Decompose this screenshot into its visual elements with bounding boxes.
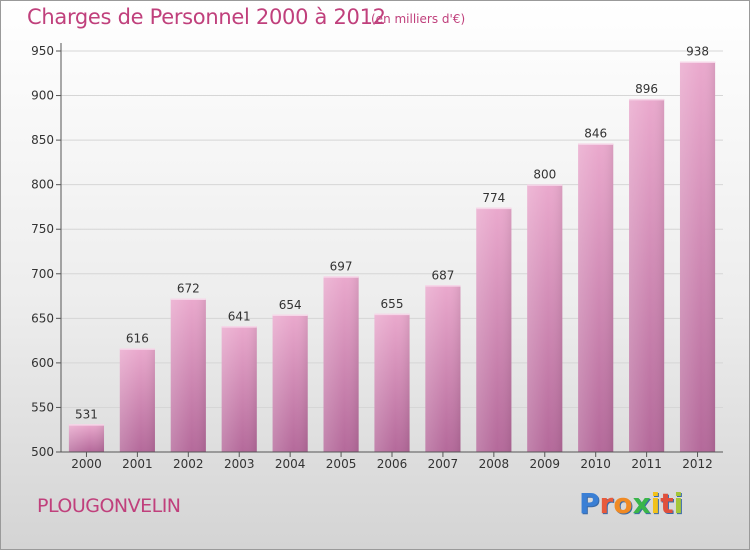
bar-shade bbox=[221, 326, 257, 452]
x-tick-label: 2010 bbox=[580, 457, 611, 471]
y-tick-label: 850 bbox=[31, 133, 54, 147]
x-tick-label: 2008 bbox=[479, 457, 510, 471]
y-tick-label: 600 bbox=[31, 356, 54, 370]
bar-shade bbox=[527, 184, 563, 452]
x-tick-label: 2012 bbox=[682, 457, 713, 471]
y-tick-label: 550 bbox=[31, 400, 54, 414]
bar-shade bbox=[374, 313, 410, 452]
y-tick-label: 950 bbox=[31, 44, 54, 58]
x-tick-label: 2003 bbox=[224, 457, 255, 471]
bar-shade bbox=[629, 99, 665, 453]
bar-shade bbox=[68, 424, 105, 452]
bar-value-label: 846 bbox=[584, 127, 607, 141]
x-tick-label: 2011 bbox=[631, 457, 662, 471]
bar-shade bbox=[578, 143, 614, 453]
bar-value-label: 896 bbox=[635, 82, 658, 96]
logo-letter: i bbox=[673, 487, 684, 520]
bar-value-label: 697 bbox=[330, 259, 353, 273]
x-tick-label: 2006 bbox=[377, 457, 408, 471]
bar-value-label: 655 bbox=[381, 297, 404, 311]
bar-value-label: 616 bbox=[126, 332, 149, 346]
bar-value-label: 687 bbox=[431, 268, 454, 282]
y-tick-label: 500 bbox=[31, 445, 54, 459]
x-tick-label: 2000 bbox=[71, 457, 102, 471]
bar-shade bbox=[425, 285, 461, 452]
y-tick-label: 650 bbox=[31, 311, 54, 325]
logo-letter: r bbox=[599, 487, 614, 520]
bar-value-label: 531 bbox=[75, 407, 98, 421]
logo-letter: t bbox=[660, 487, 674, 520]
axes: 500 550 600 650 700 750 800 850 900 950 2000 2001 20… bbox=[31, 43, 723, 471]
bar-shade bbox=[679, 61, 716, 453]
x-tick-label: 2002 bbox=[173, 457, 204, 471]
y-tick-label: 750 bbox=[31, 222, 54, 236]
bars bbox=[68, 61, 716, 453]
bar-shade bbox=[119, 348, 155, 452]
bar-shade bbox=[476, 207, 512, 452]
value-labels: 531 616 672 641 654 697 655 687 774 800 846 896 938 bbox=[75, 45, 709, 422]
x-tick-label: 2009 bbox=[529, 457, 560, 471]
logo-letter: o bbox=[613, 487, 633, 520]
bar-value-label: 938 bbox=[686, 45, 709, 59]
y-tick-label: 900 bbox=[31, 89, 54, 103]
proxiti-logo: Proxiti bbox=[579, 487, 683, 520]
bar-value-label: 654 bbox=[279, 298, 302, 312]
bar-value-label: 774 bbox=[482, 191, 505, 205]
commune-name: PLOUGONVELIN bbox=[37, 495, 181, 517]
logo-letter: x bbox=[632, 487, 651, 520]
bar-shade bbox=[170, 298, 206, 452]
chart-title: Charges de Personnel 2000 à 2012 bbox=[27, 5, 386, 29]
y-tick-label: 800 bbox=[31, 178, 54, 192]
logo-letter: P bbox=[579, 487, 600, 520]
bar-value-label: 800 bbox=[533, 168, 556, 182]
bar-value-label: 672 bbox=[177, 282, 200, 296]
chart-subtitle: (en milliers d'€) bbox=[371, 12, 466, 26]
bar-shade bbox=[323, 276, 359, 452]
x-tick-label: 2004 bbox=[275, 457, 306, 471]
x-tick-label: 2007 bbox=[428, 457, 459, 471]
y-tick-label: 700 bbox=[31, 267, 54, 281]
x-tick-label: 2001 bbox=[122, 457, 153, 471]
logo-letter: i bbox=[650, 487, 661, 520]
bar-value-label: 641 bbox=[228, 309, 251, 323]
x-tick-label: 2005 bbox=[326, 457, 357, 471]
bar-shade bbox=[272, 314, 308, 452]
